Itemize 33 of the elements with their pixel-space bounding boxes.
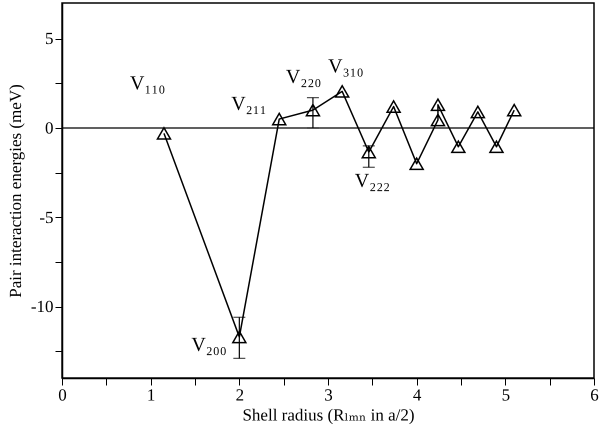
annotation: V₂₀₀ bbox=[191, 334, 227, 356]
point bbox=[430, 114, 446, 126]
annotation: V₂₂₀ bbox=[286, 66, 322, 88]
point bbox=[506, 104, 522, 117]
point bbox=[409, 157, 424, 170]
annotation: V₂₁₁ bbox=[231, 93, 267, 116]
point bbox=[334, 84, 350, 98]
y-tick-label: -10 bbox=[30, 297, 54, 316]
x-tick-label: 4 bbox=[412, 386, 422, 404]
x-tick-label: 6 bbox=[590, 386, 599, 404]
point bbox=[306, 104, 320, 117]
x-tick-label: 1 bbox=[146, 386, 156, 404]
annotation: V₁₁₀ bbox=[130, 72, 166, 94]
x-tick-label: 0 bbox=[58, 386, 67, 404]
point bbox=[156, 126, 172, 140]
point bbox=[430, 98, 446, 112]
annotation: V₃₁₀ bbox=[328, 55, 364, 78]
point bbox=[362, 146, 376, 159]
x-tick-label: 2 bbox=[236, 386, 244, 404]
point bbox=[470, 106, 486, 118]
y-tick-label: 5 bbox=[45, 29, 54, 48]
point bbox=[232, 330, 247, 344]
annotation: V₂₂₂ bbox=[354, 170, 390, 192]
x-tick-label: 5 bbox=[502, 386, 510, 404]
x-axis-title: Shell radius (Rₗₘₙ in a/2) bbox=[242, 406, 415, 424]
y-tick-label: -5 bbox=[39, 208, 54, 227]
y-tick-label: 0 bbox=[45, 118, 54, 138]
point bbox=[386, 100, 401, 113]
x-tick-label: 3 bbox=[324, 386, 333, 404]
point bbox=[489, 140, 504, 154]
point bbox=[451, 140, 466, 154]
y-axis-title: Pair interaction energies (meV) bbox=[6, 84, 25, 298]
point bbox=[272, 112, 286, 126]
